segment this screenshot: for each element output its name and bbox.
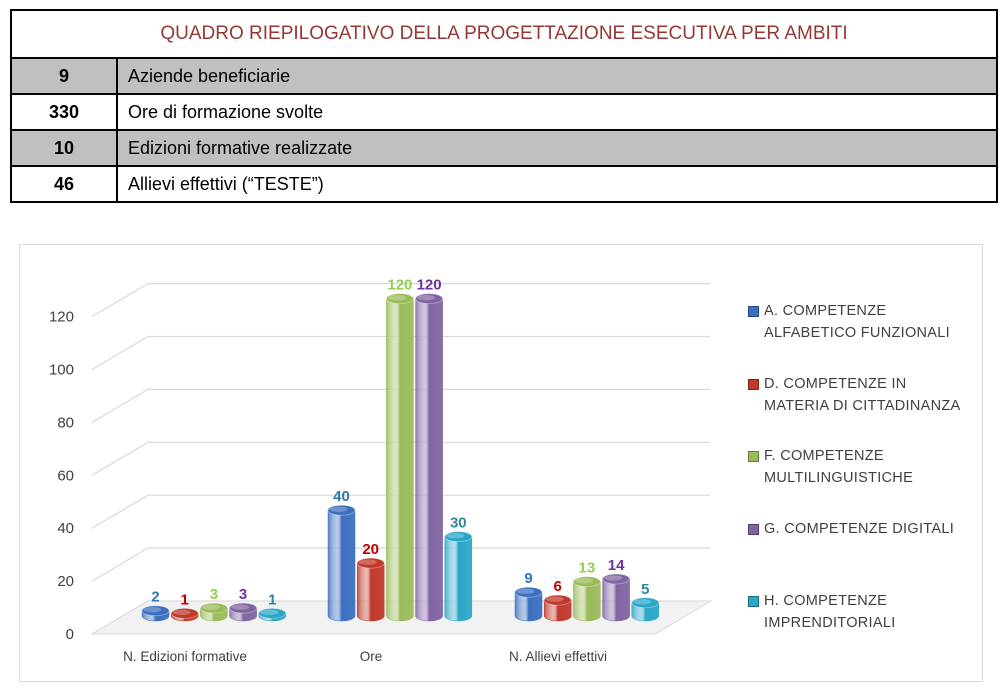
bar: [444, 531, 473, 622]
legend-swatch: [748, 451, 759, 462]
bar: [385, 293, 414, 622]
bar: [258, 607, 287, 622]
summary-table: QUADRO RIEPILOGATIVO DELLA PROGETTAZIONE…: [10, 9, 998, 203]
gridline-side: [91, 547, 149, 582]
row-value: 46: [10, 165, 118, 203]
legend-label: G. COMPETENZE DIGITALI: [764, 521, 955, 537]
legend-label: D. COMPETENZE IN MATERIA DI CITTADINANZA: [764, 376, 961, 414]
data-label: 3: [210, 586, 218, 603]
x-category-label: Ore: [360, 649, 383, 664]
data-label: 3: [239, 586, 247, 603]
bar: [356, 557, 385, 622]
legend-label: F. COMPETENZE MULTILINGUISTICHE: [764, 448, 914, 486]
y-tick-label: 40: [57, 520, 74, 537]
bar: [327, 504, 356, 622]
y-tick-label: 120: [49, 309, 74, 326]
table-row: 9 Aziende beneficiarie: [10, 57, 998, 95]
data-label: 40: [333, 488, 350, 505]
x-category-label: N. Allievi effettivi: [509, 649, 607, 664]
y-tick-label: 60: [57, 467, 74, 484]
bar: [573, 576, 601, 622]
row-value: 10: [10, 129, 118, 167]
gridline-side: [91, 388, 149, 423]
legend-item: G. COMPETENZE DIGITALI: [748, 518, 988, 540]
x-category-label: N. Edizioni formative: [123, 649, 247, 664]
bar: [141, 605, 170, 622]
bar: [514, 586, 543, 622]
data-label: 20: [362, 541, 379, 558]
gridline-side: [91, 441, 149, 476]
x-axis-categories: N. Edizioni formative Ore N. Allievi effet…: [123, 649, 607, 664]
legend-swatch: [748, 379, 759, 390]
table-row: 46 Allievi effettivi (“TESTE”): [10, 165, 998, 203]
row-value: 9: [10, 57, 118, 95]
legend-label: A. COMPETENZE ALFABETICO FUNZIONALI: [764, 303, 950, 341]
data-label: 14: [608, 557, 625, 574]
chart-bars: [141, 293, 660, 622]
row-label: Aziende beneficiarie: [116, 57, 998, 95]
legend-swatch: [748, 596, 759, 607]
summary-title: QUADRO RIEPILOGATIVO DELLA PROGETTAZIONE…: [10, 9, 998, 59]
legend-item: F. COMPETENZE MULTILINGUISTICHE: [748, 445, 988, 489]
data-label: 120: [417, 277, 442, 294]
data-label: 5: [641, 581, 649, 598]
table-row: 10 Edizioni formative realizzate: [10, 129, 998, 167]
legend-item: D. COMPETENZE IN MATERIA DI CITTADINANZA: [748, 373, 988, 417]
legend-label: H. COMPETENZE IMPRENDITORIALI: [764, 593, 896, 631]
bar: [170, 607, 199, 622]
bar: [199, 602, 228, 622]
y-axis-ticks: 0 20 40 60 80 100 120: [49, 309, 74, 643]
chart-frame: [19, 244, 983, 682]
gridline-side: [91, 494, 149, 529]
row-label: Allievi effettivi (“TESTE”): [116, 165, 998, 203]
data-label: 6: [554, 578, 562, 595]
row-label: Edizioni formative realizzate: [116, 129, 998, 167]
legend-item: H. COMPETENZE IMPRENDITORIALI: [748, 590, 988, 634]
y-tick-label: 0: [66, 626, 74, 643]
gridline-side: [91, 335, 149, 371]
bar: [415, 293, 444, 622]
data-label: 13: [579, 560, 596, 577]
row-value: 330: [10, 93, 118, 131]
table-row: 330 Ore di formazione svolte: [10, 93, 998, 131]
bar: [229, 602, 258, 622]
chart-grid: [91, 283, 710, 635]
legend-swatch: [748, 524, 759, 535]
legend-swatch: [748, 306, 759, 317]
y-tick-label: 100: [49, 362, 74, 379]
data-label: 1: [268, 591, 276, 608]
y-tick-label: 20: [57, 573, 74, 590]
bar: [602, 573, 630, 622]
y-tick-label: 80: [57, 414, 74, 431]
row-label: Ore di formazione svolte: [116, 93, 998, 131]
data-label: 120: [387, 277, 412, 294]
data-label: 30: [450, 515, 467, 532]
data-label: 9: [524, 570, 532, 587]
gridline-side: [91, 283, 149, 318]
data-label: 2: [151, 589, 159, 606]
bar: [631, 597, 660, 622]
data-label: 1: [181, 591, 189, 608]
bar: [543, 594, 572, 622]
legend-item: A. COMPETENZE ALFABETICO FUNZIONALI: [748, 300, 988, 344]
